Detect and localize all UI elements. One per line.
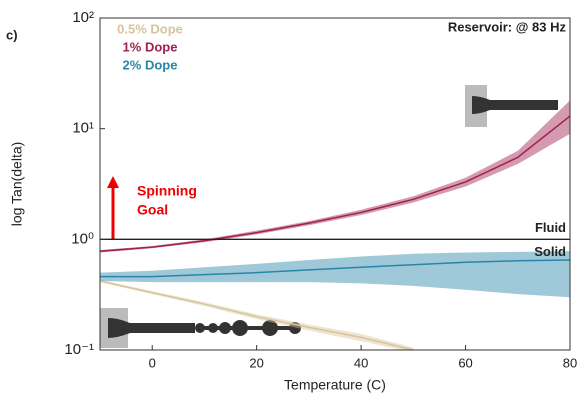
line [100,259,570,278]
x-tick-label: 0 [149,355,156,370]
x-axis-label: Temperature (C) [284,377,386,393]
reference-label: Fluid [535,220,566,235]
plot-frame [99,17,571,351]
line [100,280,414,350]
y-axis-label: log Tan(delta) [9,142,25,227]
x-tick-label: 20 [249,355,263,370]
goal-label: Goal [137,202,168,218]
nozzle-image-bottom [100,308,301,348]
y-tick-label: 10⁰ [71,230,94,247]
legend-entry: 2% Dope [123,57,178,72]
x-tick-label: 80 [563,355,577,370]
y-tick-label: 10¹ [72,120,94,137]
line [100,115,570,253]
legend-entry: 0.5% Dope [117,21,183,36]
x-tick-label: 60 [458,355,472,370]
y-tick-label: 10² [72,9,94,26]
error-band [100,251,570,298]
panel-label: c) [6,27,18,42]
goal-arrow [107,176,119,240]
nozzle-image-top [465,85,558,127]
annotation: Reservoir: @ 83 Hz [448,19,567,34]
y-tick-label: 10⁻¹ [64,341,94,358]
legend-entry: 1% Dope [123,39,178,54]
reference-label: Solid [534,244,566,259]
x-tick-label: 40 [354,355,368,370]
error-band [100,100,570,253]
goal-label: Spinning [137,183,197,199]
